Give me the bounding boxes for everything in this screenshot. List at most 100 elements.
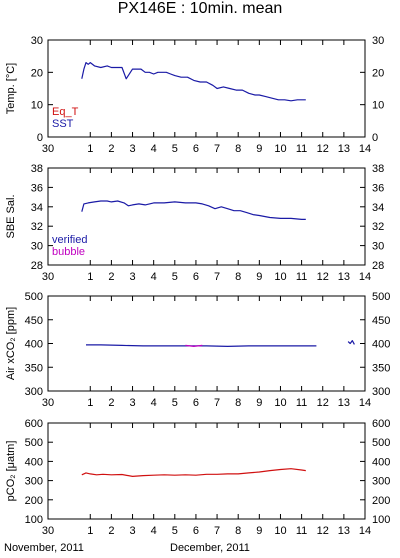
y-tick-label: 450 [372, 315, 390, 327]
x-tick-label: 7 [214, 271, 220, 283]
x-tick-label: 14 [359, 397, 371, 409]
plot-frame [47, 295, 366, 392]
x-tick-label: 12 [317, 397, 329, 409]
x-tick-label: 3 [129, 525, 135, 537]
y-tick-label: 500 [25, 437, 43, 449]
x-tick-label: 11 [296, 397, 307, 409]
y-tick-label: 350 [25, 362, 43, 374]
x-tick-label: 13 [338, 397, 350, 409]
x-tick-label: 1 [87, 397, 93, 409]
legend-entry: Eq_T [52, 106, 79, 118]
x-tick-label: 3 [129, 397, 135, 409]
x-tick-label: 7 [214, 397, 220, 409]
y-tick-label: 500 [372, 291, 390, 303]
x-tick-label: 8 [235, 397, 241, 409]
x-tick-label: 9 [256, 397, 262, 409]
x-tick-label: 2 [108, 397, 114, 409]
y-tick-label: 200 [372, 495, 390, 507]
y-tick-label: 400 [372, 456, 390, 468]
x-tick-label: 10 [274, 397, 286, 409]
x-tick-label: 14 [359, 271, 371, 283]
x-tick-label: 4 [151, 143, 157, 155]
y-tick-label: 500 [372, 437, 390, 449]
footer-month-left: November, 2011 [4, 542, 84, 554]
y-tick-label: 0 [37, 132, 43, 144]
y-tick-label: 30 [372, 35, 384, 47]
x-tick-label: 30 [42, 271, 54, 283]
y-tick-label: 300 [372, 386, 390, 398]
y-tick-label: 0 [372, 132, 378, 144]
x-tick-label: 6 [193, 397, 199, 409]
x-tick-label: 4 [151, 397, 157, 409]
x-tick-label: 12 [317, 143, 329, 155]
series-line-verified-end [347, 340, 355, 345]
x-tick-label: 6 [193, 525, 199, 537]
y-tick-label: 400 [25, 339, 43, 351]
footer-month-right: December, 2011 [170, 542, 250, 554]
x-tick-label: 10 [274, 143, 286, 155]
y-tick-label: 34 [372, 202, 384, 214]
y-tick-label: 36 [372, 182, 384, 194]
y-axis-label: pCO₂ [μatm] [5, 441, 17, 502]
y-tick-label: 30 [31, 35, 43, 47]
y-tick-label: 600 [25, 418, 43, 430]
x-tick-label: 5 [172, 271, 178, 283]
x-tick-label: 8 [235, 271, 241, 283]
y-tick-label: 300 [372, 476, 390, 488]
y-axis-label: Air xCO₂ [ppm] [5, 307, 17, 380]
x-tick-label: 12 [317, 271, 329, 283]
x-tick-label: 2 [108, 525, 114, 537]
x-tick-label: 9 [256, 271, 262, 283]
x-tick-label: 13 [338, 271, 350, 283]
series-line-sst [81, 61, 306, 102]
x-tick-label: 3 [129, 143, 135, 155]
y-tick-label: 400 [25, 456, 43, 468]
x-tick-label: 11 [296, 525, 307, 537]
y-tick-label: 500 [25, 291, 43, 303]
series-line-verified [86, 344, 317, 347]
x-tick-label: 30 [42, 143, 54, 155]
x-tick-label: 5 [172, 397, 178, 409]
y-tick-label: 38 [31, 163, 43, 175]
legend-entry: bubble [52, 246, 85, 258]
y-tick-label: 36 [31, 182, 43, 194]
plot-frame [47, 422, 366, 520]
plot-frame [47, 39, 366, 138]
plot-frame [47, 167, 366, 266]
x-tick-label: 7 [214, 143, 220, 155]
x-tick-label: 7 [214, 525, 220, 537]
x-tick-label: 5 [172, 525, 178, 537]
x-tick-label: 10 [274, 525, 286, 537]
series-line-pco2 [81, 468, 306, 477]
x-tick-label: 1 [87, 525, 93, 537]
y-tick-label: 450 [25, 315, 43, 327]
x-tick-label: 12 [317, 525, 329, 537]
y-tick-label: 200 [25, 495, 43, 507]
y-axis-label: SBE Sal. [5, 194, 17, 238]
x-tick-label: 30 [42, 525, 54, 537]
legend-entry: verified [52, 234, 87, 246]
legend-entry: SST [52, 118, 74, 130]
y-tick-label: 32 [372, 221, 384, 233]
x-tick-label: 4 [151, 271, 157, 283]
x-tick-label: 13 [338, 525, 350, 537]
x-tick-label: 30 [42, 397, 54, 409]
y-tick-label: 34 [31, 202, 43, 214]
y-tick-label: 10 [31, 100, 43, 112]
y-tick-label: 300 [25, 476, 43, 488]
y-tick-label: 28 [31, 260, 43, 272]
series-line-verified [81, 200, 306, 220]
x-tick-label: 4 [151, 525, 157, 537]
x-tick-label: 6 [193, 143, 199, 155]
x-tick-label: 2 [108, 143, 114, 155]
x-tick-label: 5 [172, 143, 178, 155]
x-tick-label: 6 [193, 271, 199, 283]
x-tick-label: 8 [235, 143, 241, 155]
y-tick-label: 300 [25, 386, 43, 398]
y-tick-label: 32 [31, 221, 43, 233]
x-tick-label: 8 [235, 525, 241, 537]
y-tick-label: 100 [372, 514, 390, 526]
x-tick-label: 3 [129, 271, 135, 283]
y-tick-label: 28 [372, 260, 384, 272]
